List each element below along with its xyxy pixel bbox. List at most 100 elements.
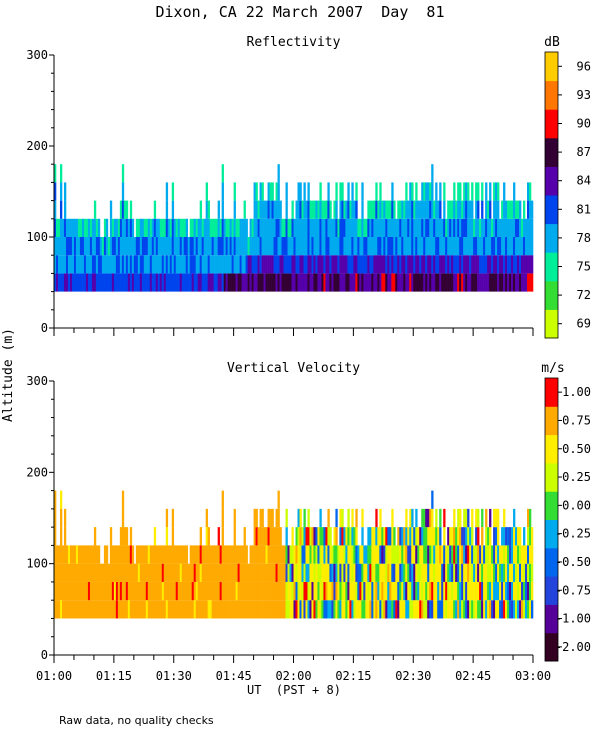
heatmap-cell — [97, 237, 101, 256]
heatmap-cell — [267, 237, 270, 256]
heatmap-cell — [437, 200, 440, 219]
heatmap-cell — [245, 237, 248, 256]
heatmap-cell — [357, 237, 360, 256]
heatmap-cell — [425, 218, 428, 237]
heatmap-cell — [54, 182, 57, 201]
heatmap-cell — [303, 545, 306, 564]
heatmap-cell — [333, 255, 336, 274]
heatmap-cell — [473, 600, 476, 619]
heatmap-cell — [245, 255, 248, 274]
heatmap-cell — [125, 255, 129, 274]
heatmap-cell — [351, 563, 354, 582]
heatmap-cell — [155, 545, 159, 564]
heatmap-cell — [271, 255, 274, 274]
heatmap-cell — [54, 600, 57, 619]
heatmap-cell — [93, 200, 97, 219]
heatmap-cell — [273, 255, 276, 274]
heatmap-cell — [293, 581, 296, 601]
heatmap-cell — [493, 563, 496, 582]
heatmap-cell — [345, 600, 348, 619]
colorbar-label: 78 — [577, 231, 591, 245]
heatmap-cell — [317, 200, 320, 219]
heatmap-cell — [457, 563, 460, 582]
heatmap-cell — [423, 527, 426, 546]
heatmap-cell — [253, 218, 256, 237]
heatmap-cell — [141, 273, 145, 292]
heatmap-cell — [209, 600, 212, 619]
heatmap-cell — [427, 545, 430, 564]
heatmap-cell — [307, 527, 310, 546]
heatmap-cell — [489, 545, 492, 564]
heatmap-cell — [277, 200, 280, 219]
heatmap-cell — [65, 545, 69, 564]
heatmap-cell — [133, 255, 137, 274]
heatmap-cell — [399, 545, 402, 564]
heatmap-cell — [379, 508, 382, 528]
heatmap-cell — [89, 600, 93, 619]
heatmap-cell — [205, 508, 208, 528]
heatmap-cell — [171, 600, 175, 619]
heatmap-cell — [367, 255, 370, 274]
heatmap-cell — [413, 600, 416, 619]
y-tick-label: 300 — [26, 48, 48, 62]
heatmap-cell — [139, 600, 143, 619]
heatmap-cell — [399, 600, 402, 619]
heatmap-cell — [523, 581, 526, 601]
heatmap-cell — [97, 255, 101, 274]
heatmap-cell — [199, 255, 202, 274]
heatmap-cell — [527, 563, 530, 582]
heatmap-cell — [373, 200, 376, 219]
heatmap-cell — [75, 600, 79, 619]
heatmap-cell — [113, 600, 117, 619]
heatmap-cell — [315, 563, 318, 582]
heatmap-cell — [79, 563, 83, 582]
heatmap-cell — [379, 563, 382, 582]
heatmap-cell — [329, 273, 332, 292]
heatmap-cell — [491, 255, 494, 274]
heatmap-cell — [113, 218, 117, 237]
heatmap-cell — [455, 581, 458, 601]
heatmap-cell — [425, 545, 428, 564]
heatmap-cell — [227, 581, 230, 601]
heatmap-cell — [129, 581, 133, 601]
heatmap-cell — [259, 581, 262, 601]
heatmap-cell — [497, 508, 500, 528]
heatmap-cell — [399, 218, 402, 237]
heatmap-cell — [529, 182, 532, 201]
heatmap-cell — [71, 273, 75, 292]
heatmap-cell — [115, 563, 119, 582]
heatmap-cell — [471, 600, 474, 619]
heatmap-cell — [263, 527, 266, 546]
heatmap-cell — [83, 255, 87, 274]
heatmap-cell — [293, 545, 296, 564]
heatmap-cell — [469, 581, 472, 601]
heatmap-cell — [503, 182, 506, 201]
heatmap-cell — [173, 563, 177, 582]
heatmap-cell — [519, 600, 522, 619]
heatmap-cell — [369, 581, 372, 601]
heatmap-cell — [191, 545, 195, 564]
heatmap-cell — [219, 237, 222, 256]
heatmap-cell — [285, 273, 288, 292]
heatmap-cell — [187, 255, 191, 274]
heatmap-cell — [335, 545, 338, 564]
heatmap-cell — [129, 273, 133, 292]
heatmap-cell — [303, 182, 306, 201]
heatmap-cell — [317, 237, 320, 256]
heatmap-cell — [433, 255, 436, 274]
heatmap-cell — [265, 527, 268, 546]
heatmap-cell — [151, 545, 155, 564]
heatmap-cell — [393, 237, 396, 256]
heatmap-cell — [147, 600, 151, 619]
heatmap-cell — [387, 273, 390, 292]
heatmap-cell — [309, 273, 312, 292]
heatmap-cell — [465, 273, 468, 292]
heatmap-cell — [147, 237, 151, 256]
heatmap-cell — [119, 600, 123, 619]
heatmap-cell — [333, 563, 336, 582]
heatmap-cell — [477, 527, 480, 546]
heatmap-cell — [411, 182, 414, 201]
heatmap-cell — [269, 545, 272, 564]
heatmap-cell — [103, 545, 107, 564]
heatmap-cell — [225, 273, 228, 292]
